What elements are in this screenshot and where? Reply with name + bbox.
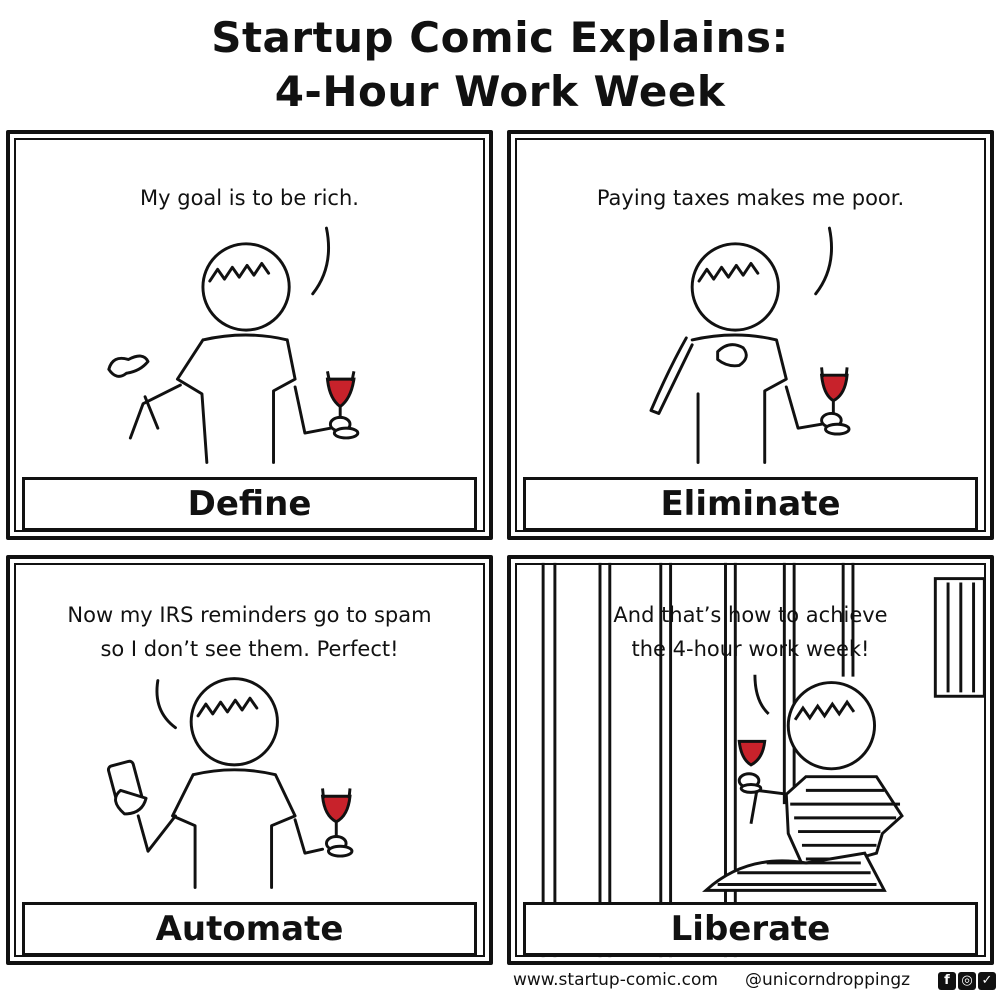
comic-title-line-2: 4-Hour Work Week: [274, 67, 726, 116]
panel-eliminate: Paying taxes makes me poor. Eliminate: [507, 130, 994, 540]
speech-text-line-1: And that’s how to achieve: [613, 603, 888, 627]
panel-inner-border: [515, 563, 986, 957]
comic-title-line-1: Startup Comic Explains:: [211, 13, 789, 62]
panel-define: My goal is to be rich. Define: [6, 130, 493, 540]
jail-cell-illustration: [541, 562, 986, 958]
character-illustration: [106, 677, 354, 889]
instagram-icon[interactable]: ◎: [958, 972, 976, 990]
speech-text-line-2: the 4-hour work week!: [631, 637, 870, 661]
footer: www.startup-comic.com @unicorndroppingz …: [0, 968, 1000, 998]
social-handle[interactable]: @unicorndroppingz: [745, 970, 911, 990]
speech-text: Paying taxes makes me poor.: [596, 186, 905, 210]
speech-text-line-2: so I don’t see them. Perfect!: [100, 637, 399, 661]
panel-inner-border: [14, 563, 485, 957]
website-link[interactable]: www.startup-comic.com: [513, 970, 718, 990]
caption-box: Liberate: [523, 902, 978, 956]
speech-text-line-1: Now my IRS reminders go to spam: [67, 603, 432, 627]
speech-text: My goal is to be rich.: [140, 186, 359, 210]
caption-box: Eliminate: [523, 477, 978, 531]
panel-automate: Now my IRS reminders go to spam so I don…: [6, 555, 493, 965]
panel-liberate: And that’s how to achieve the 4-hour wor…: [507, 555, 994, 965]
panel-inner-border: [14, 138, 485, 532]
caption-box: Define: [22, 477, 477, 531]
twitter-icon[interactable]: ✓: [978, 972, 996, 990]
panel-inner-border: [515, 138, 986, 532]
facebook-icon[interactable]: f: [938, 972, 956, 990]
character-illustration: [649, 226, 851, 464]
character-illustration: [107, 226, 360, 464]
caption-box: Automate: [22, 902, 477, 956]
